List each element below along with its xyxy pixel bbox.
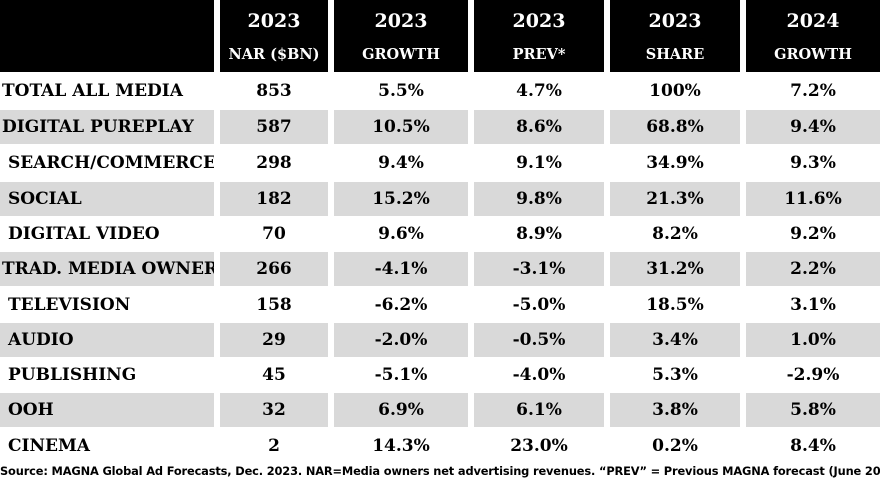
table-row: AUDIO 29 -2.0% -0.5% 3.4% 1.0% (0, 323, 880, 359)
row-label: AUDIO (0, 323, 214, 357)
ad-forecast-table: 2023 NAR ($BN) 2023 GROWTH 2023 PREV* 20… (0, 0, 880, 456)
header-year: 2023 (247, 10, 301, 32)
nar-value: 182 (220, 182, 328, 216)
header-label-blank (0, 0, 214, 72)
growth-2024-value: 9.3% (790, 153, 836, 173)
row-label: TRAD. MEDIA OWNERS (0, 252, 214, 286)
growth-2024-value: 1.0% (746, 323, 880, 357)
header-year: 2023 (512, 10, 566, 32)
table-row: PUBLISHING 45 -5.1% -4.0% 5.3% -2.9% (0, 358, 880, 394)
growth-2024-value: 3.1% (790, 295, 836, 315)
growth-2023-value: -4.1% (334, 252, 468, 286)
table-row: CINEMA 2 14.3% 23.0% 0.2% 8.4% (0, 429, 880, 465)
share-value: 34.9% (646, 153, 704, 173)
row-label: PUBLISHING (8, 365, 137, 385)
header-year: 2023 (648, 10, 702, 32)
header-year: 2023 (374, 10, 428, 32)
prev-value: -4.0% (512, 365, 566, 385)
share-value: 68.8% (610, 110, 740, 144)
table-row: SOCIAL 182 15.2% 9.8% 21.3% 11.6% (0, 182, 880, 218)
growth-2023-value: 6.9% (334, 393, 468, 427)
nar-value: 298 (256, 153, 292, 173)
growth-2024-value: 9.4% (746, 110, 880, 144)
header-label: PREV* (512, 46, 566, 63)
growth-2023-value: 14.3% (372, 436, 430, 456)
growth-2023-value: 9.4% (378, 153, 424, 173)
growth-2023-value: 9.6% (378, 224, 424, 244)
prev-value: -3.1% (474, 252, 604, 286)
prev-value: 9.8% (474, 182, 604, 216)
share-value: 3.8% (610, 393, 740, 427)
header-growth-2023: 2023 GROWTH (334, 0, 468, 72)
growth-2024-value: 2.2% (746, 252, 880, 286)
table-row: SEARCH/COMMERCE 298 9.4% 9.1% 34.9% 9.3% (0, 146, 880, 182)
prev-value: -0.5% (474, 323, 604, 357)
nar-value: 2 (268, 436, 280, 456)
nar-value: 266 (220, 252, 328, 286)
growth-2023-value: -2.0% (334, 323, 468, 357)
table-row: OOH 32 6.9% 6.1% 3.8% 5.8% (0, 393, 880, 429)
row-label: DIGITAL PUREPLAY (0, 110, 214, 144)
growth-2024-value: 7.2% (790, 81, 836, 101)
prev-value: -5.0% (512, 295, 566, 315)
share-value: 21.3% (610, 182, 740, 216)
table-row: TRAD. MEDIA OWNERS 266 -4.1% -3.1% 31.2%… (0, 252, 880, 288)
share-value: 5.3% (652, 365, 698, 385)
growth-2023-value: 5.5% (378, 81, 424, 101)
nar-value: 45 (262, 365, 286, 385)
nar-value: 158 (256, 295, 292, 315)
share-value: 3.4% (610, 323, 740, 357)
prev-value: 6.1% (474, 393, 604, 427)
header-prev: 2023 PREV* (474, 0, 604, 72)
share-value: 8.2% (652, 224, 698, 244)
growth-2023-value: -5.1% (374, 365, 428, 385)
row-label: DIGITAL VIDEO (8, 224, 160, 244)
prev-value: 9.1% (516, 153, 562, 173)
growth-2023-value: -6.2% (374, 295, 428, 315)
table-row: TOTAL ALL MEDIA 853 5.5% 4.7% 100% 7.2% (0, 74, 880, 110)
nar-value: 70 (262, 224, 286, 244)
prev-value: 8.6% (474, 110, 604, 144)
header-label: GROWTH (362, 46, 440, 63)
row-label: TOTAL ALL MEDIA (2, 81, 183, 101)
share-value: 18.5% (646, 295, 704, 315)
row-label: OOH (0, 393, 214, 427)
share-value: 100% (649, 81, 701, 101)
growth-2024-value: 8.4% (790, 436, 836, 456)
row-label: TELEVISION (8, 295, 131, 315)
nar-value: 587 (220, 110, 328, 144)
growth-2024-value: 5.8% (746, 393, 880, 427)
growth-2024-value: 9.2% (790, 224, 836, 244)
growth-2024-value: -2.9% (786, 365, 840, 385)
growth-2023-value: 15.2% (334, 182, 468, 216)
share-value: 0.2% (652, 436, 698, 456)
header-year: 2024 (786, 10, 840, 32)
header-nar: 2023 NAR ($BN) (220, 0, 328, 72)
nar-value: 32 (220, 393, 328, 427)
header-growth-2024: 2024 GROWTH (746, 0, 880, 72)
table-row: TELEVISION 158 -6.2% -5.0% 18.5% 3.1% (0, 288, 880, 324)
row-label: SOCIAL (0, 182, 214, 216)
nar-value: 853 (256, 81, 292, 101)
table-row: DIGITAL PUREPLAY 587 10.5% 8.6% 68.8% 9.… (0, 110, 880, 146)
growth-2023-value: 10.5% (334, 110, 468, 144)
header-share: 2023 SHARE (610, 0, 740, 72)
row-label: CINEMA (8, 436, 90, 456)
growth-2024-value: 11.6% (746, 182, 880, 216)
source-footnote: Source: MAGNA Global Ad Forecasts, Dec. … (0, 464, 880, 478)
nar-value: 29 (220, 323, 328, 357)
header-label: NAR ($BN) (228, 46, 320, 63)
prev-value: 8.9% (516, 224, 562, 244)
header-label: SHARE (645, 46, 705, 63)
prev-value: 4.7% (516, 81, 562, 101)
header-label: GROWTH (774, 46, 852, 63)
table-row: DIGITAL VIDEO 70 9.6% 8.9% 8.2% 9.2% (0, 217, 880, 253)
prev-value: 23.0% (510, 436, 568, 456)
row-label: SEARCH/COMMERCE (8, 153, 214, 173)
share-value: 31.2% (610, 252, 740, 286)
